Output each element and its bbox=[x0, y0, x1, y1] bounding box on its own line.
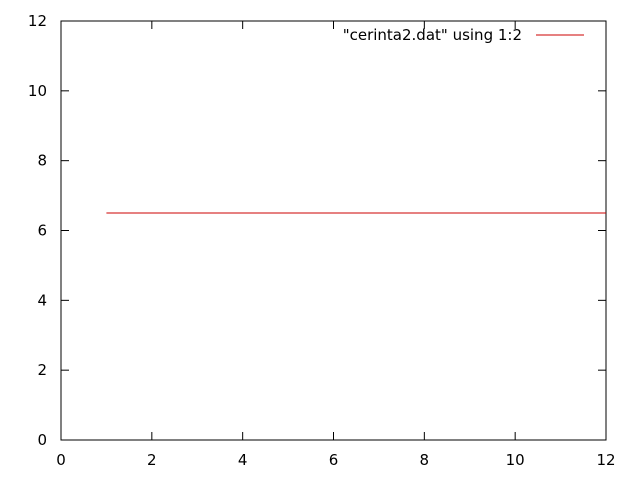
x-tick-label: 6 bbox=[329, 451, 339, 469]
y-tick-label: 12 bbox=[28, 12, 47, 30]
y-tick-label: 6 bbox=[37, 222, 47, 240]
legend: "cerinta2.dat" using 1:2 bbox=[343, 26, 584, 44]
x-tick-label: 10 bbox=[506, 451, 525, 469]
ticks bbox=[60, 20, 607, 441]
tick-labels: 0 2 4 6 8 10 12 0 2 4 6 8 10 12 bbox=[28, 12, 616, 469]
plot-frame bbox=[60, 20, 607, 441]
y-tick-label: 10 bbox=[28, 82, 47, 100]
y-tick-label: 0 bbox=[37, 431, 47, 449]
legend-label: "cerinta2.dat" using 1:2 bbox=[343, 26, 522, 44]
x-tick-label: 12 bbox=[596, 451, 615, 469]
y-tick-label: 2 bbox=[37, 361, 47, 379]
y-tick-label: 8 bbox=[37, 152, 47, 170]
x-tick-label: 4 bbox=[238, 451, 248, 469]
y-tick-label: 4 bbox=[37, 291, 47, 309]
x-tick-label: 8 bbox=[420, 451, 430, 469]
x-tick-label: 2 bbox=[147, 451, 157, 469]
x-tick-label: 0 bbox=[56, 451, 66, 469]
